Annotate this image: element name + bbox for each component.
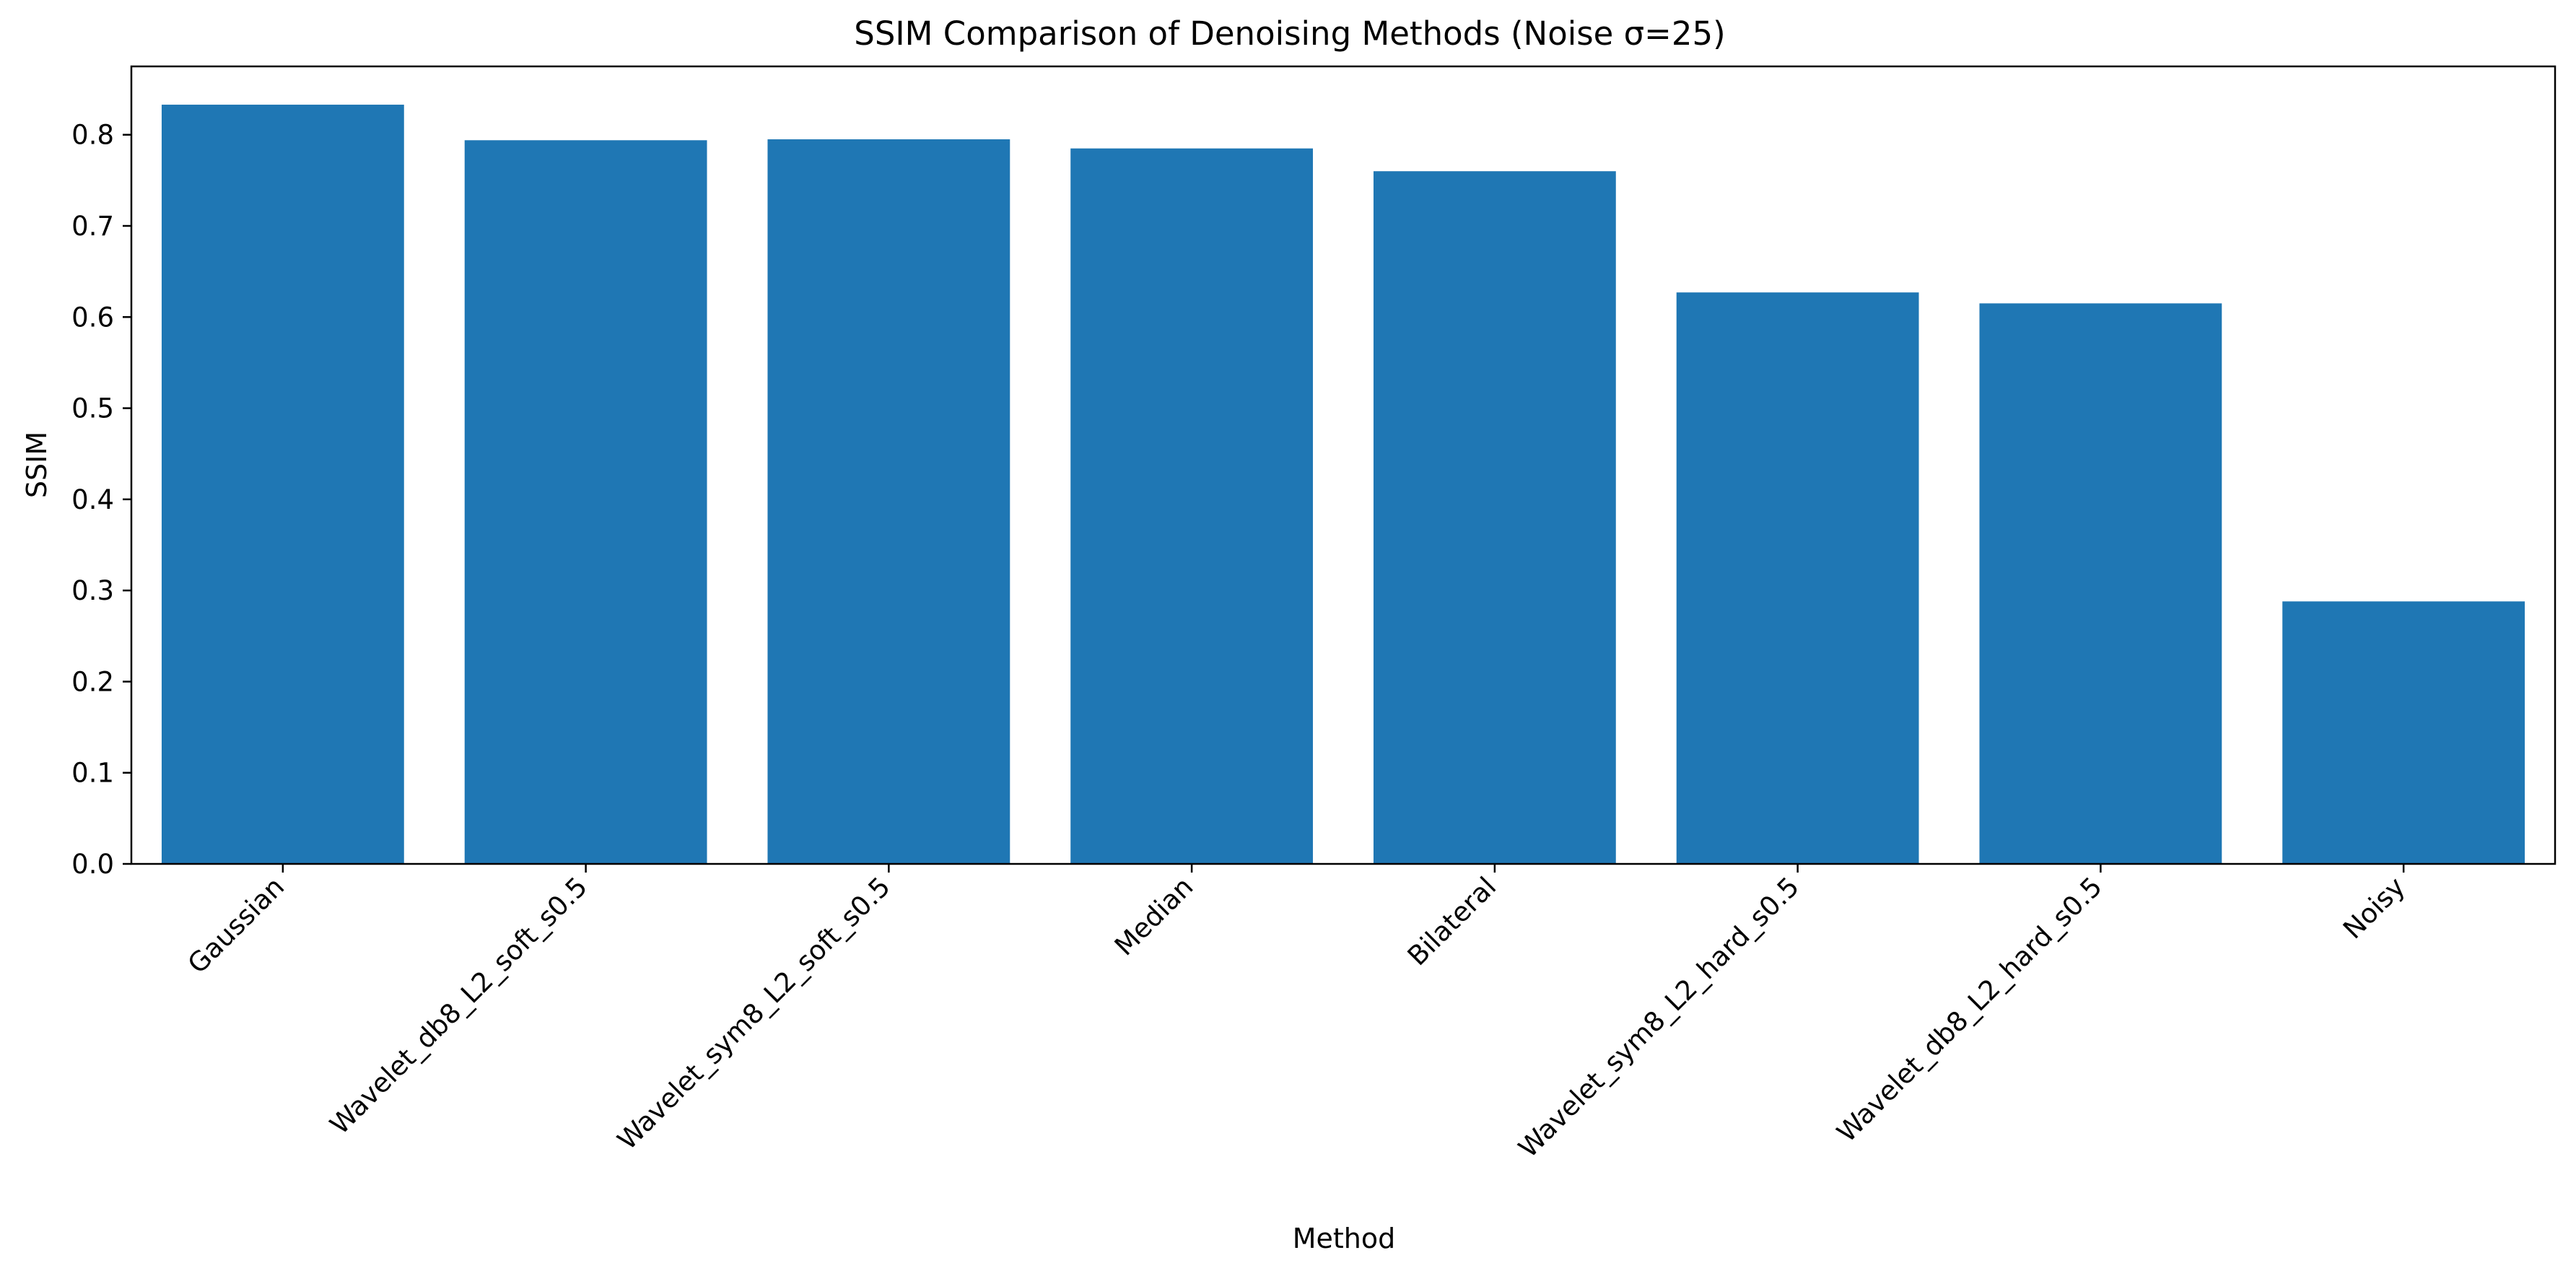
y-tick-label: 0.6 <box>71 302 114 333</box>
y-tick-label: 0.4 <box>71 484 114 515</box>
y-tick-label: 0.5 <box>71 393 114 424</box>
y-axis-ticks: 0.0 0.1 0.2 0.3 0.4 0.5 0.6 0.7 0.8 <box>71 120 131 880</box>
y-axis-label: SSIM <box>21 432 53 498</box>
y-tick-label: 0.3 <box>71 575 114 606</box>
y-tick-label: 0.2 <box>71 666 114 697</box>
bar-7 <box>2282 601 2525 864</box>
bar-3 <box>1070 148 1314 864</box>
y-tick-label: 0.8 <box>71 120 114 151</box>
bar-4 <box>1373 171 1616 864</box>
chart-title: SSIM Comparison of Denoising Methods (No… <box>854 14 1725 53</box>
y-tick-label: 0.1 <box>71 758 114 789</box>
bars-group <box>161 105 2525 864</box>
bar-2 <box>767 139 1010 864</box>
bar-1 <box>464 140 707 864</box>
y-tick-label: 0.7 <box>71 211 114 242</box>
y-tick-label: 0.0 <box>71 849 114 880</box>
bar-6 <box>1979 303 2222 864</box>
plot-area-frame <box>130 65 2557 865</box>
x-axis-label: Method <box>1293 1223 1396 1254</box>
bar-0 <box>161 105 404 864</box>
bar-5 <box>1676 292 1919 864</box>
